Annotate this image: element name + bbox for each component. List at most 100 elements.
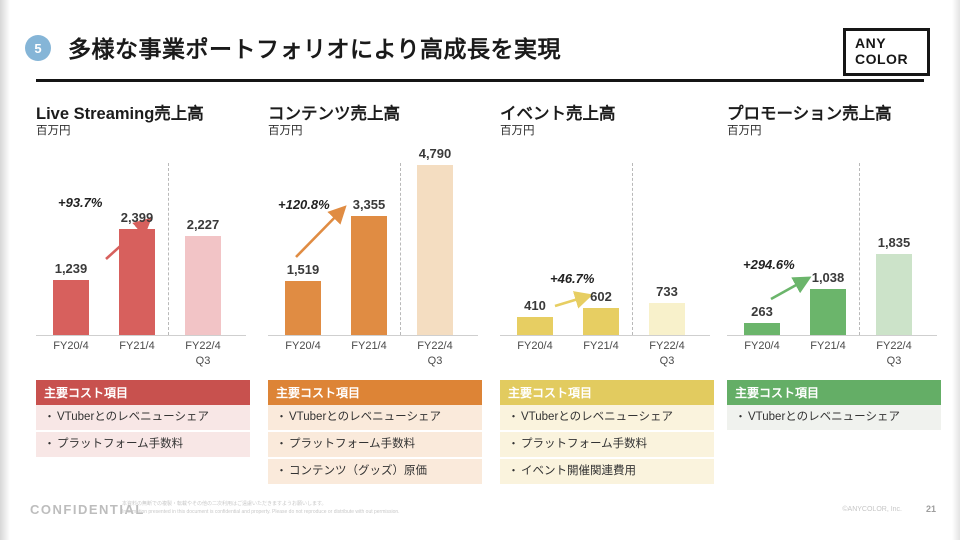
bar-value-label: 263 [751, 304, 773, 319]
chart-title: Live Streaming売上高 [36, 105, 204, 123]
growth-arrow-icon [554, 291, 593, 309]
bar [417, 165, 453, 335]
x-axis-labels: FY20/4 FY21/4 FY22/4 Q3 [500, 339, 710, 373]
bar [517, 317, 553, 335]
cost-item: コンテンツ（グッズ）原価 [268, 458, 482, 486]
cost-items: VTuberとのレベニューシェアプラットフォーム手数料コンテンツ（グッズ）原価 [268, 405, 482, 486]
bar [649, 303, 685, 335]
chart-plot: +294.6% 263 1,038 1,835 [727, 155, 937, 336]
chart-panel: イベント売上高 百万円 +46.7% 410 602 733 FY20/4 FY21/… [500, 100, 722, 486]
chart-plot: +46.7% 410 602 733 [500, 155, 710, 336]
cost-item: VTuberとのレベニューシェア [268, 405, 482, 432]
x-axis-label: FY22/4 Q3 [876, 340, 912, 367]
logo-line-2: COLOR [855, 51, 909, 67]
cost-item: プラットフォーム手数料 [36, 431, 250, 459]
bar [185, 236, 221, 335]
copyright-label: ©ANYCOLOR, Inc. [842, 506, 902, 513]
bar-value-label: 1,519 [286, 262, 320, 277]
x-axis-label: FY20/4 [744, 340, 780, 352]
bar-value-label: 1,239 [54, 261, 88, 276]
cost-box: 主要コスト項目 VTuberとのレベニューシェアプラットフォーム手数料イベント開… [500, 380, 714, 486]
cost-box: 主要コスト項目 VTuberとのレベニューシェアプラットフォーム手数料 [36, 380, 250, 459]
chart-plot: +120.8% 1,519 3,355 4,790 [268, 146, 478, 336]
bar-value-label: 4,790 [418, 146, 452, 161]
bar [810, 289, 846, 335]
x-axis-label: FY20/4 [53, 340, 89, 352]
cost-box-header: 主要コスト項目 [268, 380, 482, 405]
cost-item: VTuberとのレベニューシェア [36, 405, 250, 432]
growth-arrow-icon [770, 276, 812, 301]
bar-value-label: 733 [656, 284, 678, 299]
bar-value-label: 2,399 [120, 210, 154, 225]
growth-label: +294.6% [743, 257, 795, 272]
x-axis-label: FY22/4 Q3 [649, 340, 685, 367]
chart-unit-label: 百万円 [727, 125, 762, 137]
bar-value-label: 1,835 [877, 235, 911, 250]
chart-title: プロモーション売上高 [727, 105, 892, 123]
bar [53, 280, 89, 335]
x-axis-label: FY20/4 [285, 340, 321, 352]
left-edge-shadow [0, 0, 10, 540]
cost-item: イベント開催関連費用 [500, 458, 714, 486]
x-axis-label: FY20/4 [517, 340, 553, 352]
chart-unit-label: 百万円 [36, 125, 71, 137]
bar [744, 323, 780, 335]
forecast-divider-dashed-line [400, 163, 401, 335]
chart-title: コンテンツ売上高 [268, 105, 400, 123]
chart-plot: +93.7% 1,239 2,399 2,227 [36, 155, 246, 336]
cost-box: 主要コスト項目 VTuberとのレベニューシェアプラットフォーム手数料コンテンツ… [268, 380, 482, 486]
x-axis-label: FY21/4 [119, 340, 155, 352]
growth-label: +120.8% [278, 197, 330, 212]
cost-item: プラットフォーム手数料 [268, 431, 482, 459]
cost-box: 主要コスト項目 VTuberとのレベニューシェア [727, 380, 941, 432]
footer-disclaimer: 本資料の無断での複製・転載やその他の二次利用はご遠慮いただきますようお願いします… [122, 501, 542, 516]
cost-item: VTuberとのレベニューシェア [727, 405, 941, 432]
logo-line-1: ANY [855, 35, 887, 52]
bar-value-label: 1,038 [811, 270, 845, 285]
x-axis-labels: FY20/4 FY21/4 FY22/4 Q3 [727, 339, 937, 373]
x-axis-label: FY21/4 [810, 340, 846, 352]
cost-items: VTuberとのレベニューシェアプラットフォーム手数料 [36, 405, 250, 459]
bar [119, 229, 155, 335]
growth-label: +93.7% [58, 195, 103, 210]
cost-item: プラットフォーム手数料 [500, 431, 714, 459]
growth-label: +46.7% [550, 271, 595, 286]
chart-unit-label: 百万円 [500, 125, 535, 137]
confidential-label: CONFIDENTIAL [30, 502, 145, 517]
chart-panel: コンテンツ売上高 百万円 +120.8% 1,519 3,355 4,790 FY2… [268, 100, 490, 486]
bar-value-label: 602 [590, 289, 612, 304]
forecast-divider-dashed-line [632, 163, 633, 335]
x-axis-labels: FY20/4 FY21/4 FY22/4 Q3 [36, 339, 246, 373]
footer-disclaimer-en: Information presented in this document i… [122, 508, 400, 515]
x-axis-label: FY21/4 [351, 340, 387, 352]
cost-box-header: 主要コスト項目 [500, 380, 714, 405]
cost-item: VTuberとのレベニューシェア [500, 405, 714, 432]
chart-panel: プロモーション売上高 百万円 +294.6% 263 1,038 1,835 FY2… [727, 100, 949, 432]
bar [583, 308, 619, 335]
chart-panel: Live Streaming売上高 百万円 +93.7% 1,239 2,399 2… [36, 100, 258, 459]
bar [285, 281, 321, 335]
slide-number-badge: 5 [25, 35, 51, 61]
footer-disclaimer-jp: 本資料の無断での複製・転載やその他の二次利用はご遠慮いただきますようお願いします… [122, 501, 327, 507]
bar-value-label: 3,355 [352, 197, 386, 212]
charts-row: Live Streaming売上高 百万円 +93.7% 1,239 2,399 2… [0, 100, 960, 486]
anycolor-logo: ANY COLOR [843, 28, 930, 76]
cost-items: VTuberとのレベニューシェアプラットフォーム手数料イベント開催関連費用 [500, 405, 714, 486]
x-axis-labels: FY20/4 FY21/4 FY22/4 Q3 [268, 339, 478, 373]
x-axis-label: FY22/4 Q3 [185, 340, 221, 367]
bar-value-label: 2,227 [186, 217, 220, 232]
forecast-divider-dashed-line [859, 163, 860, 335]
chart-unit-label: 百万円 [268, 125, 303, 137]
bar-value-label: 410 [524, 298, 546, 313]
right-edge-shadow [952, 0, 960, 540]
bar [351, 216, 387, 335]
x-axis-label: FY22/4 Q3 [417, 340, 453, 367]
bar [876, 254, 912, 335]
page-number: 21 [925, 504, 936, 514]
cost-box-header: 主要コスト項目 [36, 380, 250, 405]
forecast-divider-dashed-line [168, 163, 169, 335]
chart-title: イベント売上高 [500, 105, 616, 123]
cost-items: VTuberとのレベニューシェア [727, 405, 941, 432]
x-axis-label: FY21/4 [583, 340, 619, 352]
cost-box-header: 主要コスト項目 [727, 380, 941, 405]
